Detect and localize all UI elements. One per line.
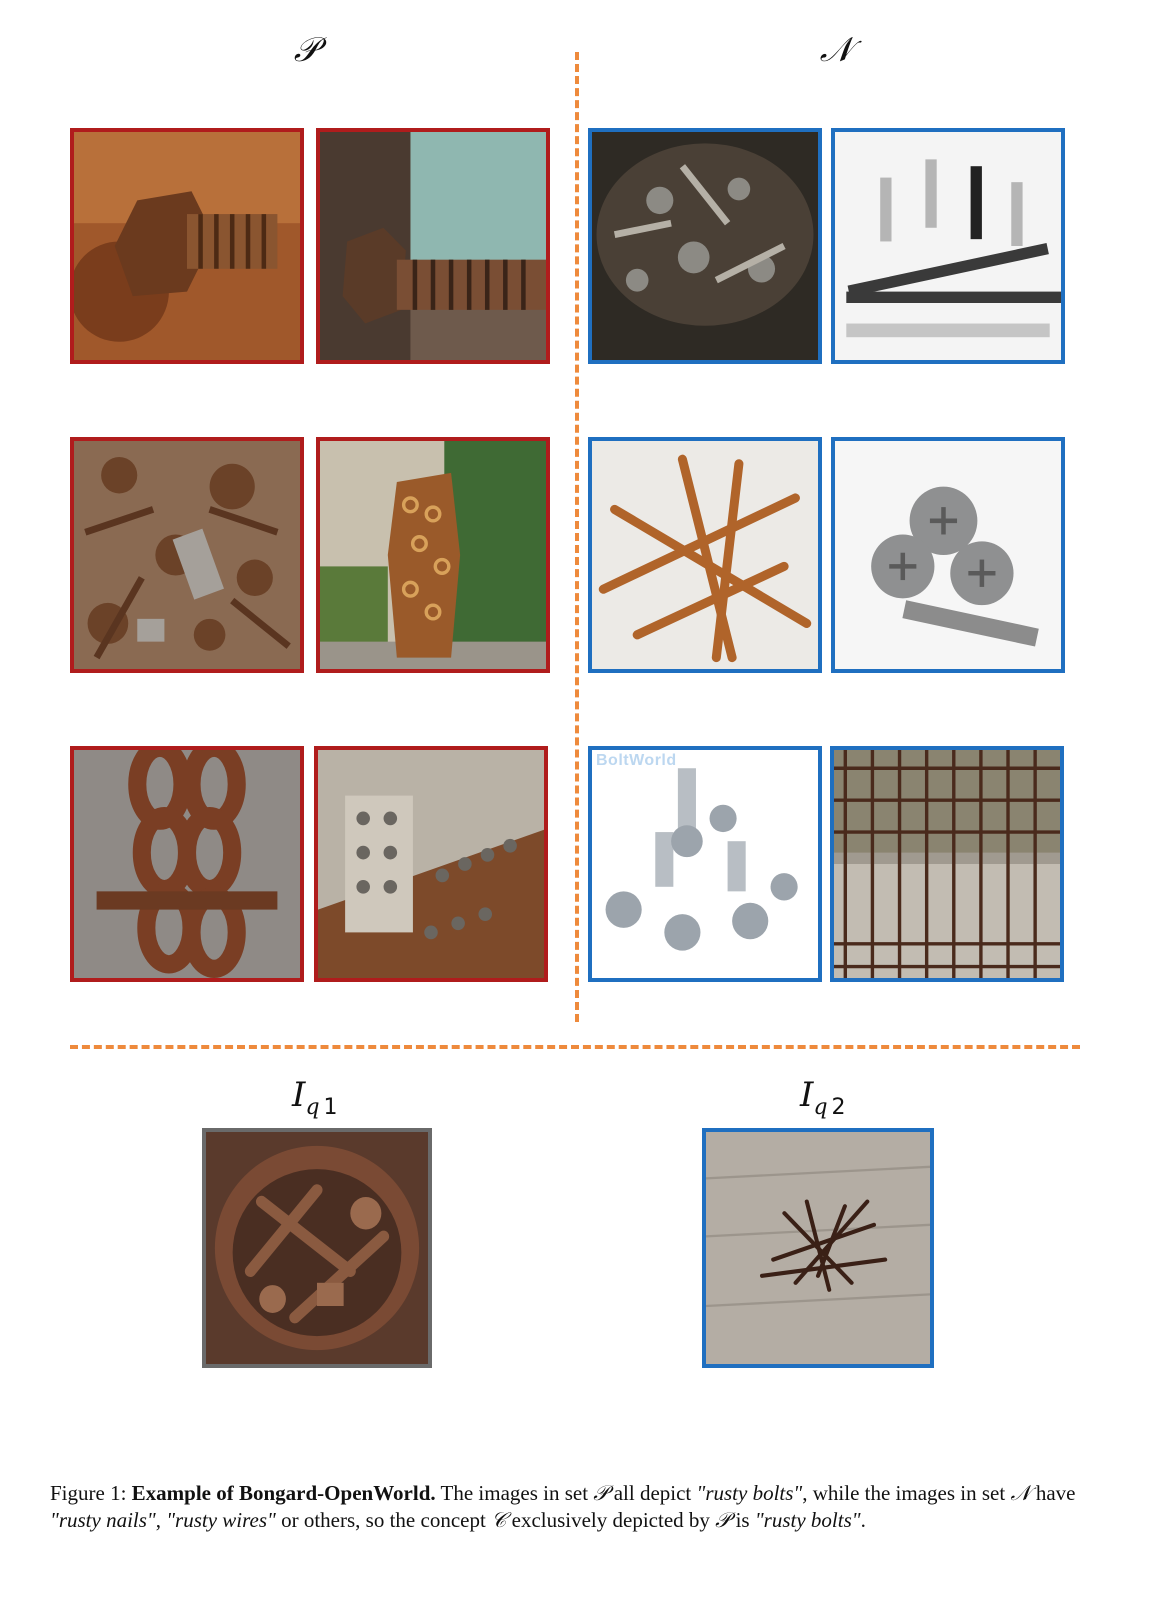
query-image-1 bbox=[202, 1128, 432, 1368]
negative-image-3 bbox=[588, 437, 822, 673]
query-image-2 bbox=[702, 1128, 934, 1368]
positive-image-1 bbox=[70, 128, 304, 364]
positive-set-label: 𝒫 bbox=[276, 30, 336, 70]
positive-image-2 bbox=[316, 128, 550, 364]
negative-set-label: 𝒩 bbox=[806, 30, 866, 70]
positive-image-3 bbox=[70, 437, 304, 673]
vertical-divider bbox=[575, 52, 579, 1022]
caption-title: Example of Bongard-OpenWorld. bbox=[132, 1481, 436, 1505]
positive-image-6 bbox=[314, 746, 548, 982]
positive-image-4 bbox=[316, 437, 550, 673]
negative-image-5: BoltWorld bbox=[588, 746, 822, 982]
boltworld-watermark: BoltWorld bbox=[596, 752, 677, 770]
negative-image-2 bbox=[831, 128, 1065, 364]
query-2-label: Iq 2 bbox=[800, 1075, 846, 1120]
negative-image-6 bbox=[830, 746, 1064, 982]
negative-image-1 bbox=[588, 128, 822, 364]
query-1-label: Iq 1 bbox=[292, 1075, 338, 1120]
negative-image-4 bbox=[831, 437, 1065, 673]
figure-caption: Figure 1: Example of Bongard-OpenWorld. … bbox=[50, 1480, 1110, 1534]
horizontal-divider bbox=[70, 1045, 1080, 1049]
positive-image-5 bbox=[70, 746, 304, 982]
